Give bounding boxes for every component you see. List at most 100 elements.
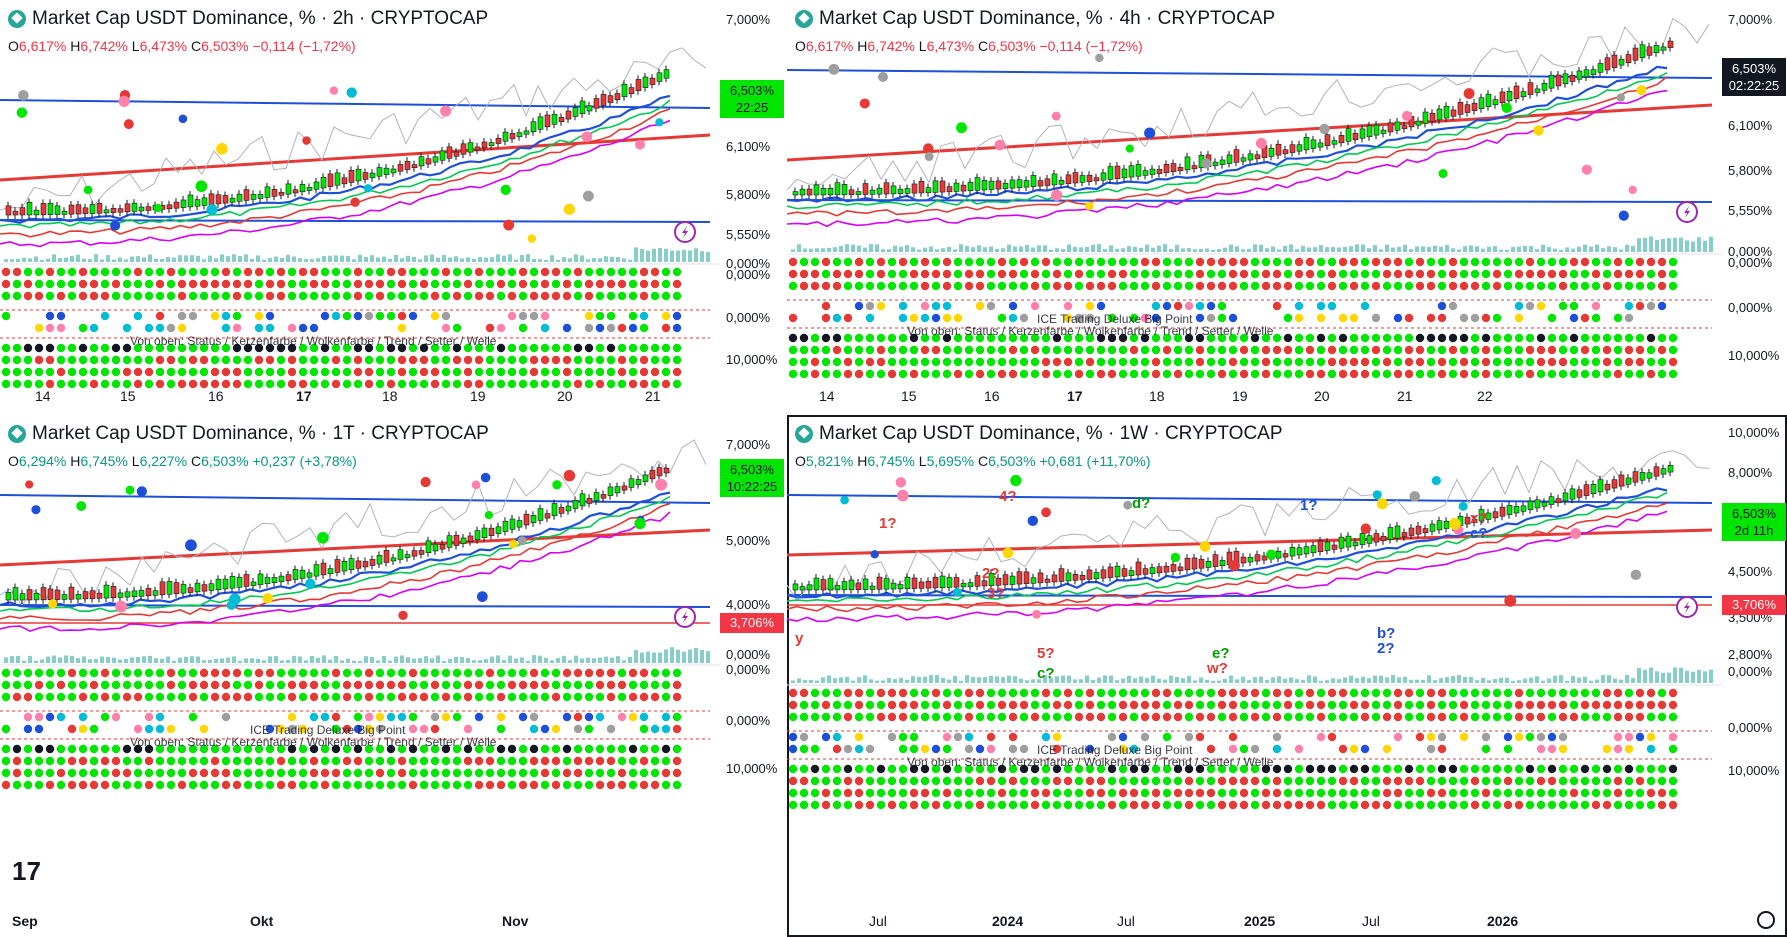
indicator-legend: Von oben: Status / Kerzenfarbe / Wolkenf… [130,334,497,348]
wave-label: 4? [999,488,1017,505]
y-axis-label: 5,800% [1728,163,1773,178]
last-price-tag: 6,503% 10:22:25 [720,459,784,497]
wave-label: x? [1470,510,1488,527]
y-axis-label: 6,100% [726,139,771,154]
y-axis-label: 0,000% [1728,720,1773,735]
wave-label: 3? [987,585,1005,602]
y-axis-label: 7,000% [726,437,771,452]
chart-canvas[interactable] [787,0,1787,412]
chart-header[interactable]: Market Cap USDT Dominance, % · 2h · CRYP… [8,8,488,30]
y-axis-label: 0,000% [1728,300,1773,315]
x-axis-label: 2026 [1487,913,1519,929]
x-axis-label: Jul [869,913,887,929]
y-axis-label: 0,000% [726,267,771,282]
y-axis-label: 4,000% [726,597,771,612]
indicator-title: ICE Trading Deluxe Big Point [250,723,406,737]
wave-label: e? [1212,645,1230,662]
x-axis-label: 17 [1067,388,1083,404]
y-axis-label: 7,000% [726,12,771,27]
x-axis-label: 19 [470,388,486,404]
wave-label: w? [1207,660,1228,677]
ohlc-readout: O6,617% H6,742% L6,473% C6,503% −0,114 (… [8,38,356,54]
ohlc-readout: O5,821% H6,745% L5,695% C6,503% +0,681 (… [795,453,1151,469]
chart-pane-4h[interactable]: Market Cap USDT Dominance, % · 4h · CRYP… [787,0,1787,412]
ohlc-readout: O6,617% H6,742% L6,473% C6,503% −0,114 (… [795,38,1143,54]
y-axis-label: 10,000% [1728,425,1780,440]
y-axis-label: 5,800% [726,187,771,202]
chart-canvas[interactable] [0,0,785,412]
y-axis-label: 0,000% [726,713,771,728]
y-axis-label: 0,000% [726,256,771,271]
x-axis-label: 18 [382,388,398,404]
indicator-legend: Von oben: Status / Kerzenfarbe / Wolkenf… [130,735,497,749]
wave-label: 2? [1377,640,1395,657]
wave-label: d? [1132,495,1151,512]
x-axis-label: Jul [1117,913,1135,929]
y-axis-label: 0,000% [1728,664,1773,679]
x-axis-label: 2025 [1244,913,1276,929]
y-axis-label: 0,000% [726,662,771,677]
chart-pane-1w[interactable]: Market Cap USDT Dominance, % · 1W · CRYP… [787,415,1787,937]
x-axis-label: 19 [1232,388,1248,404]
last-price-tag: 6,503% 02:22:25 [1722,58,1786,96]
logo-icon [795,10,813,28]
x-axis-label: Jul [1362,913,1380,929]
logo-icon [8,425,26,443]
x-axis-label: Sep [12,913,38,929]
chart-canvas[interactable] [787,415,1787,937]
y-axis-label: 6,100% [1728,118,1773,133]
chart-title: Market Cap USDT Dominance, % · 1W · CRYP… [819,423,1283,444]
chart-header[interactable]: Market Cap USDT Dominance, % · 1T · CRYP… [8,423,489,445]
y-axis-label: 10,000% [726,761,778,776]
x-axis-label: 16 [984,388,1000,404]
y-axis-label: 7,000% [1728,12,1773,27]
indicator-legend: Von oben: Status / Kerzenfarbe / Wolkenf… [907,755,1274,769]
last-price-tag: 6,503% 2d 11h [1722,503,1786,541]
level-price-tag: 3,706% [1722,595,1786,615]
level-price-tag: 3,706% [720,613,784,633]
chart-canvas[interactable] [0,415,785,937]
x-axis-label: 20 [1314,388,1330,404]
y-axis-label: 5,550% [1728,203,1773,218]
y-axis-label: 0,000% [726,647,771,662]
wave-label: c? [1470,525,1488,542]
wave-label: 1? [1300,497,1318,514]
x-axis-label: 15 [901,388,917,404]
x-axis-label: 16 [208,388,224,404]
x-axis-label: 14 [819,388,835,404]
x-axis-label: 15 [120,388,136,404]
wave-label: c? [1037,665,1055,682]
logo-icon [795,425,813,443]
wave-label: 2? [982,565,1000,582]
wave-label: 5? [1037,645,1055,662]
wave-label: 1? [879,515,897,532]
chart-title: Market Cap USDT Dominance, % · 2h · CRYP… [32,8,489,29]
x-axis-label: 20 [557,388,573,404]
chart-title: Market Cap USDT Dominance, % · 1T · CRYP… [32,423,489,444]
y-axis-label: 5,550% [726,227,771,242]
wave-label: y [795,630,804,647]
indicator-legend: Von oben: Status / Kerzenfarbe / Wolkenf… [907,324,1274,338]
indicator-title: ICE Trading Deluxe Big Point [1037,743,1193,757]
chart-header[interactable]: Market Cap USDT Dominance, % · 4h · CRYP… [795,8,1275,30]
x-axis-label: Okt [250,913,274,929]
wave-label: b? [1377,625,1396,642]
y-axis-label: 5,000% [726,533,771,548]
y-axis-label: 4,500% [1728,564,1773,579]
y-axis-label: 0,000% [1728,244,1773,259]
x-axis-label: 2024 [992,913,1024,929]
chart-pane-1d[interactable]: Market Cap USDT Dominance, % · 1T · CRYP… [0,415,785,937]
y-axis-label: 8,000% [1728,465,1773,480]
y-axis-label: 10,000% [1728,348,1780,363]
chart-pane-2h[interactable]: Market Cap USDT Dominance, % · 2h · CRYP… [0,0,785,412]
y-axis-label: 0,000% [1728,255,1773,270]
last-price-tag: 6,503% 22:25 [720,80,784,118]
ohlc-readout: O6,294% H6,745% L6,227% C6,503% +0,237 (… [8,453,357,469]
x-axis-label: 17 [296,388,312,404]
chart-header[interactable]: Market Cap USDT Dominance, % · 1W · CRYP… [795,423,1283,445]
tradingview-logo[interactable]: 17 [12,856,41,886]
y-axis-label: 10,000% [726,352,778,367]
settings-icon[interactable] [1757,911,1775,929]
logo-icon [8,10,26,28]
x-axis-label: 22 [1477,388,1493,404]
